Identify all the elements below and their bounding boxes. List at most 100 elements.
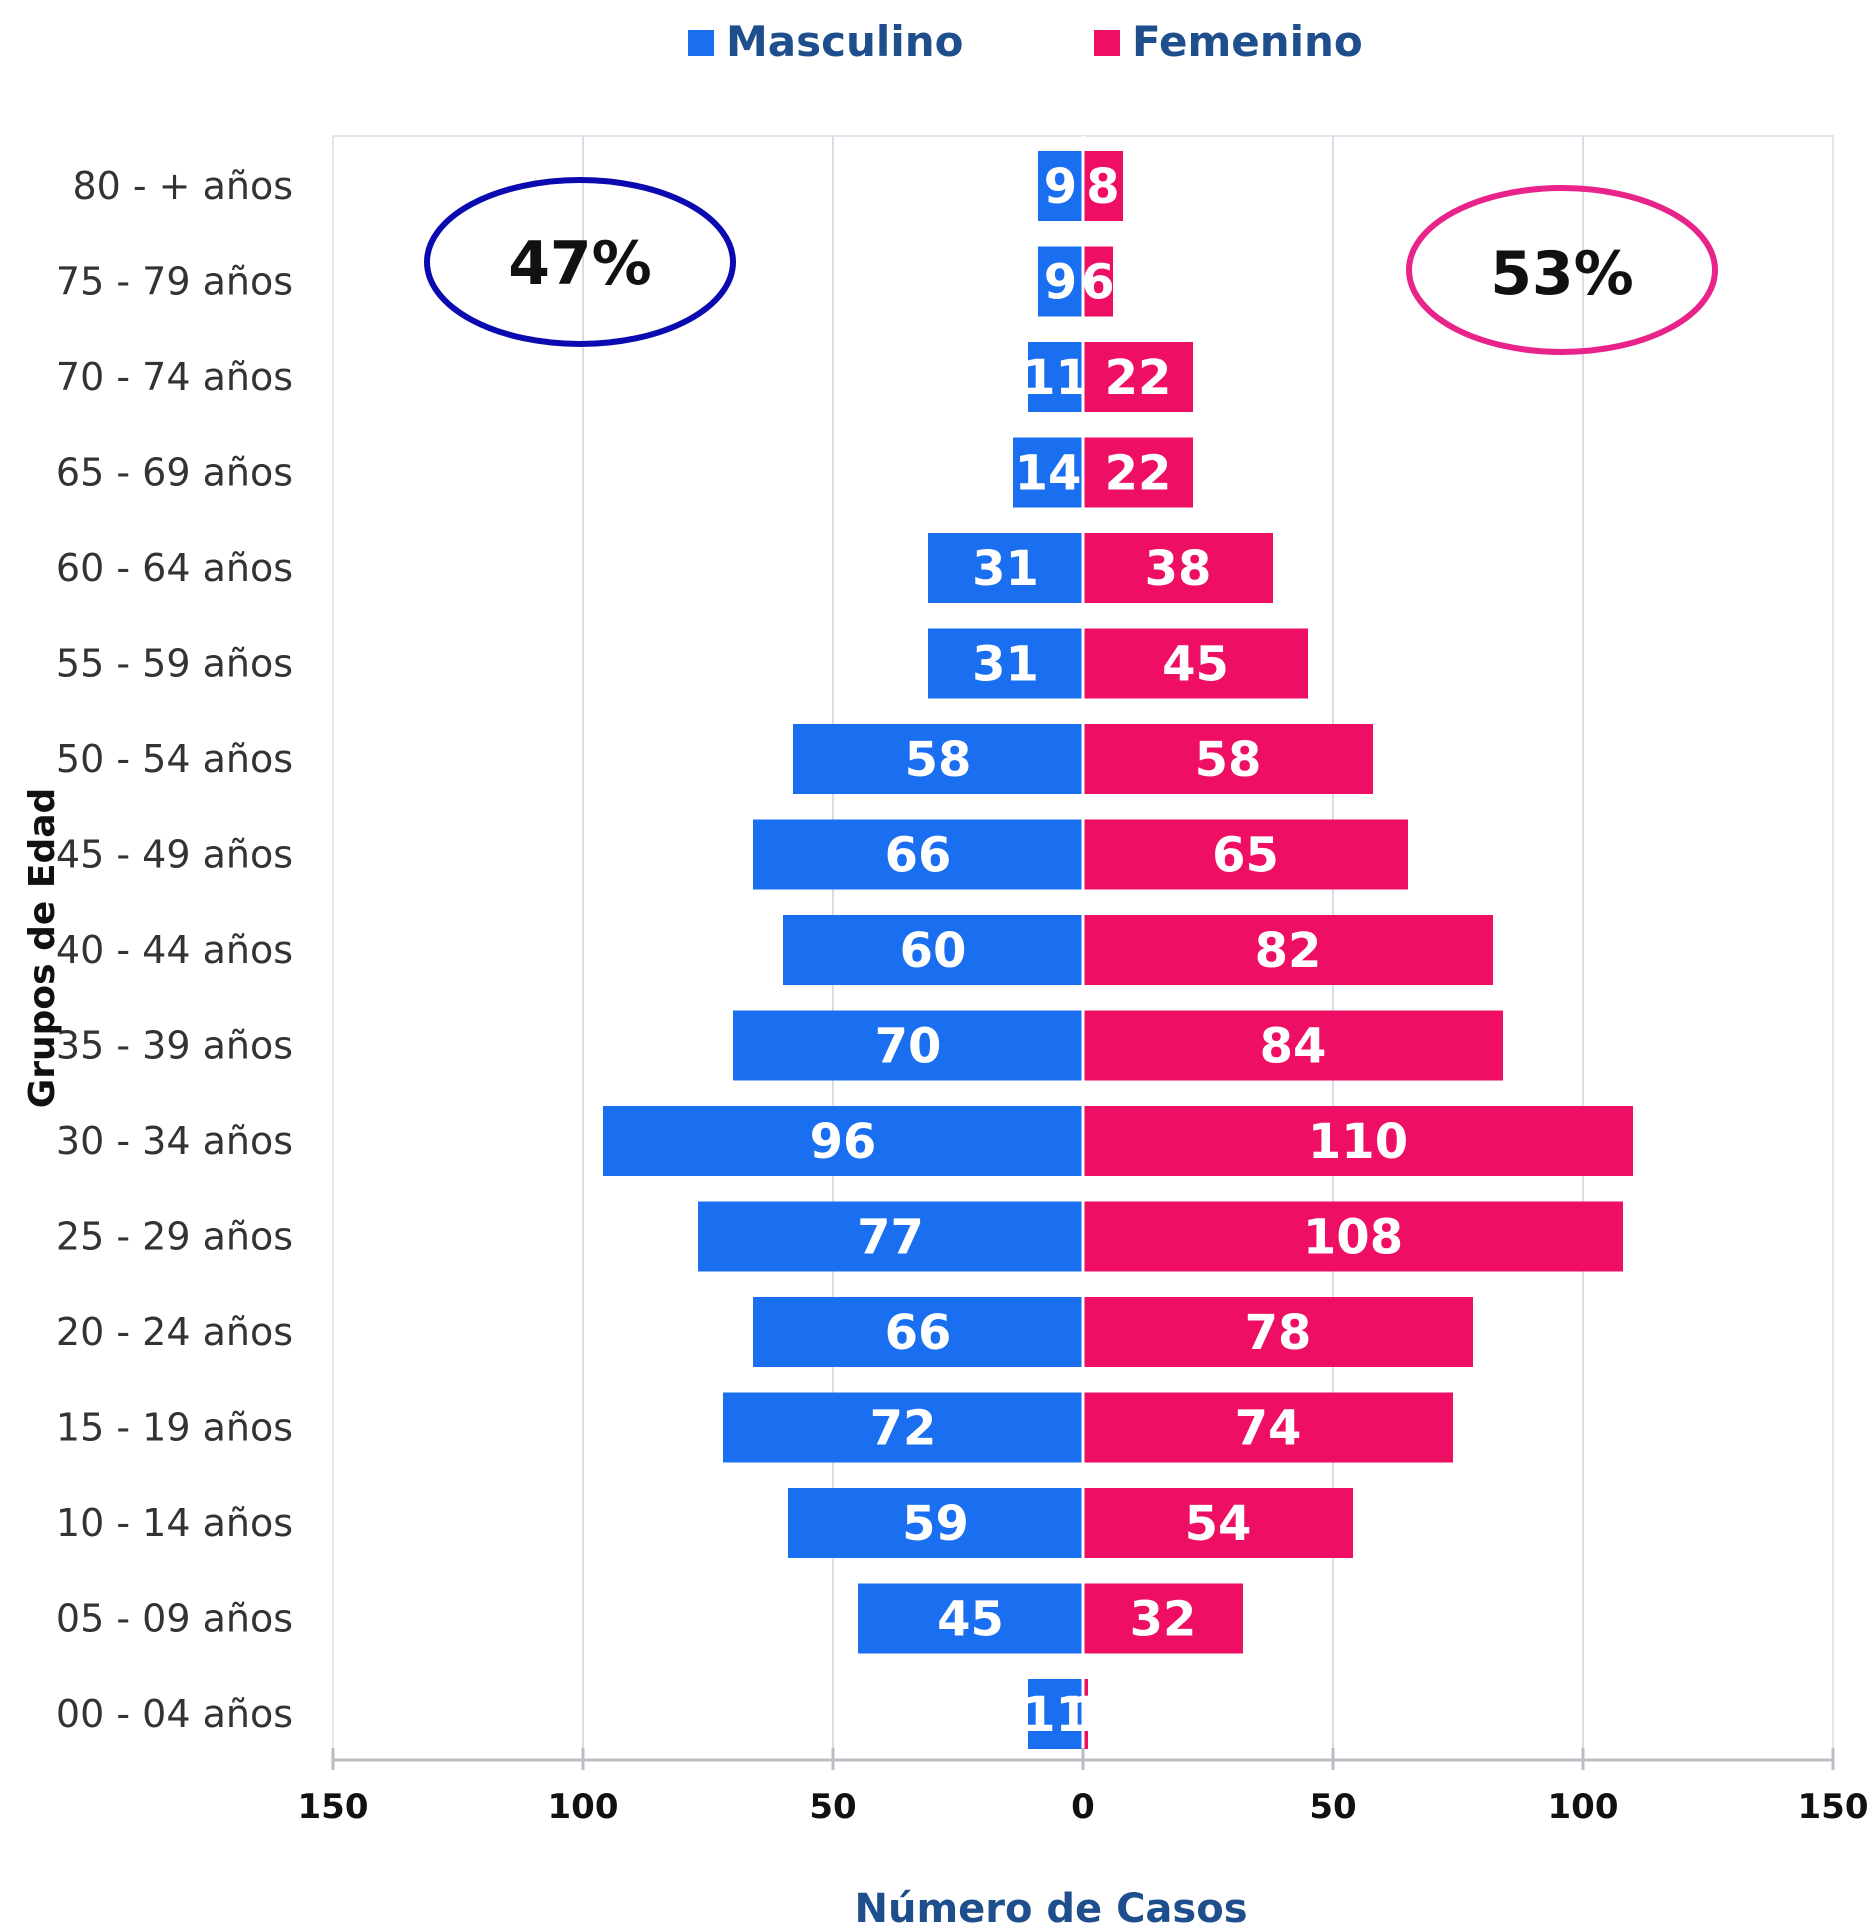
x-tick-label: 150 <box>1798 1787 1869 1827</box>
legend-swatch-masculino <box>688 30 714 56</box>
legend-label-masculino: Masculino <box>726 17 963 66</box>
category-label: 15 - 19 años <box>56 1406 293 1450</box>
bar-femenino <box>1083 1392 1453 1463</box>
bar-value-label-masculino: 66 <box>885 828 952 884</box>
bar-masculino <box>1013 437 1083 508</box>
bar-value-label-femenino: 58 <box>1195 732 1262 788</box>
bar-value-label-masculino: 58 <box>905 732 972 788</box>
category-label: 20 - 24 años <box>56 1310 293 1354</box>
x-tick-label: 150 <box>298 1787 369 1827</box>
y-axis-category-labels: 80 - + años 75 - 79 años 70 - 74 años 65 - … <box>56 164 293 1736</box>
bar-femenino <box>1083 628 1308 699</box>
bar-femenino <box>1083 1106 1633 1176</box>
bar-masculino <box>928 628 1083 699</box>
masculino-percentage-ellipse <box>424 177 736 347</box>
bar-value-label-femenino: 32 <box>1130 1592 1197 1648</box>
bar-value-label-masculino: 60 <box>900 923 967 979</box>
category-label: 70 - 74 años <box>56 355 293 399</box>
bar-femenino <box>1083 724 1373 794</box>
bar-value-label-femenino: 54 <box>1185 1496 1252 1552</box>
x-tick-label: 50 <box>1309 1787 1356 1827</box>
bar-value-label-masculino: 77 <box>857 1210 924 1266</box>
masculino-percentage-label: 47% <box>508 229 652 299</box>
bar-value-label-masculino: 14 <box>1015 446 1082 502</box>
category-label: 75 - 79 años <box>56 260 293 304</box>
bar-value-label-femenino: 110 <box>1308 1114 1408 1170</box>
bar-masculino <box>1038 151 1083 221</box>
category-label: 45 - 49 años <box>56 833 293 877</box>
category-label: 65 - 69 años <box>56 451 293 495</box>
bar-femenino <box>1083 1010 1503 1081</box>
bar-femenino <box>1083 1488 1353 1558</box>
bar-femenino <box>1083 533 1273 603</box>
category-label: 80 - + años <box>72 164 293 208</box>
x-tick-label: 100 <box>1548 1787 1619 1827</box>
bar-femenino <box>1083 342 1193 412</box>
category-label: 30 - 34 años <box>56 1119 293 1163</box>
bar-femenino <box>1083 1583 1243 1654</box>
x-tick-label: 0 <box>1071 1787 1095 1827</box>
bar-masculino <box>1028 342 1083 412</box>
category-label: 35 - 39 años <box>56 1024 293 1068</box>
category-label: 05 - 09 años <box>56 1597 293 1641</box>
bar-value-label-femenino: 38 <box>1145 541 1212 597</box>
bar-value-label-masculino: 11 <box>1022 350 1089 406</box>
bar-value-label-masculino: 70 <box>875 1019 942 1075</box>
bar-femenino <box>1083 819 1408 890</box>
category-label: 60 - 64 años <box>56 546 293 590</box>
x-axis-title: Número de Casos <box>854 1886 1247 1926</box>
bar-value-label-femenino: 74 <box>1235 1401 1302 1457</box>
bar-masculino <box>858 1583 1083 1654</box>
x-tick-label: 50 <box>809 1787 856 1827</box>
bar-value-label-masculino: 66 <box>885 1305 952 1361</box>
bar-value-label-femenino: 82 <box>1255 923 1322 979</box>
category-label: 25 - 29 años <box>56 1215 293 1259</box>
category-label: 55 - 59 años <box>56 642 293 686</box>
bar-value-label-masculino: 96 <box>810 1114 877 1170</box>
bar-femenino <box>1083 1679 1088 1749</box>
bar-value-label-femenino: 45 <box>1162 637 1229 693</box>
bar-value-label-femenino: 22 <box>1105 446 1172 502</box>
legend-swatch-femenino <box>1094 30 1120 56</box>
category-label: 00 - 04 años <box>56 1692 293 1736</box>
bar-value-label-masculino: 9 <box>1044 255 1077 311</box>
bar-value-label-masculino: 59 <box>902 1496 969 1552</box>
legend: Masculino Femenino <box>688 17 1363 66</box>
category-label: 10 - 14 años <box>56 1501 293 1545</box>
bar-value-label-masculino: 11 <box>1022 1687 1089 1743</box>
bar-masculino <box>698 1201 1083 1272</box>
category-label: 40 - 44 años <box>56 928 293 972</box>
bar-femenino <box>1083 1297 1473 1367</box>
bar-masculino <box>1028 1679 1083 1749</box>
y-axis-title: Grupos de Edad <box>22 788 63 1109</box>
bar-value-label-femenino: 6 <box>1081 255 1114 311</box>
bar-femenino <box>1083 915 1493 985</box>
bar-masculino <box>783 915 1083 985</box>
bar-masculino <box>603 1106 1083 1176</box>
bar-masculino <box>788 1488 1083 1558</box>
percentage-annotations: 47% 53% <box>424 177 1718 355</box>
legend-label-femenino: Femenino <box>1132 17 1363 66</box>
bar-value-label-masculino: 9 <box>1044 159 1077 215</box>
bar-masculino <box>723 1392 1083 1463</box>
bar-value-label-femenino: 78 <box>1245 1305 1312 1361</box>
bar-value-label-femenino: 108 <box>1303 1210 1403 1266</box>
x-axis: 150 100 50 0 50 100 150 <box>298 1748 1869 1827</box>
femenino-percentage-ellipse <box>1406 185 1718 355</box>
bar-value-label-femenino: 1 <box>1069 1687 1102 1743</box>
bar-masculino <box>793 724 1083 794</box>
x-tick-label: 100 <box>548 1787 619 1827</box>
bar-value-label-femenino: 8 <box>1086 159 1119 215</box>
bar-femenino <box>1083 437 1193 508</box>
bar-value-label-masculino: 31 <box>972 637 1039 693</box>
bar-masculino <box>753 1297 1083 1367</box>
bar-value-label-masculino: 72 <box>870 1401 937 1457</box>
bar-value-label-masculino: 45 <box>937 1592 1004 1648</box>
bar-femenino <box>1083 246 1113 317</box>
femenino-percentage-label: 53% <box>1490 239 1634 309</box>
bar-masculino <box>753 819 1083 890</box>
bar-value-label-femenino: 65 <box>1212 828 1279 884</box>
bar-masculino <box>928 533 1083 603</box>
